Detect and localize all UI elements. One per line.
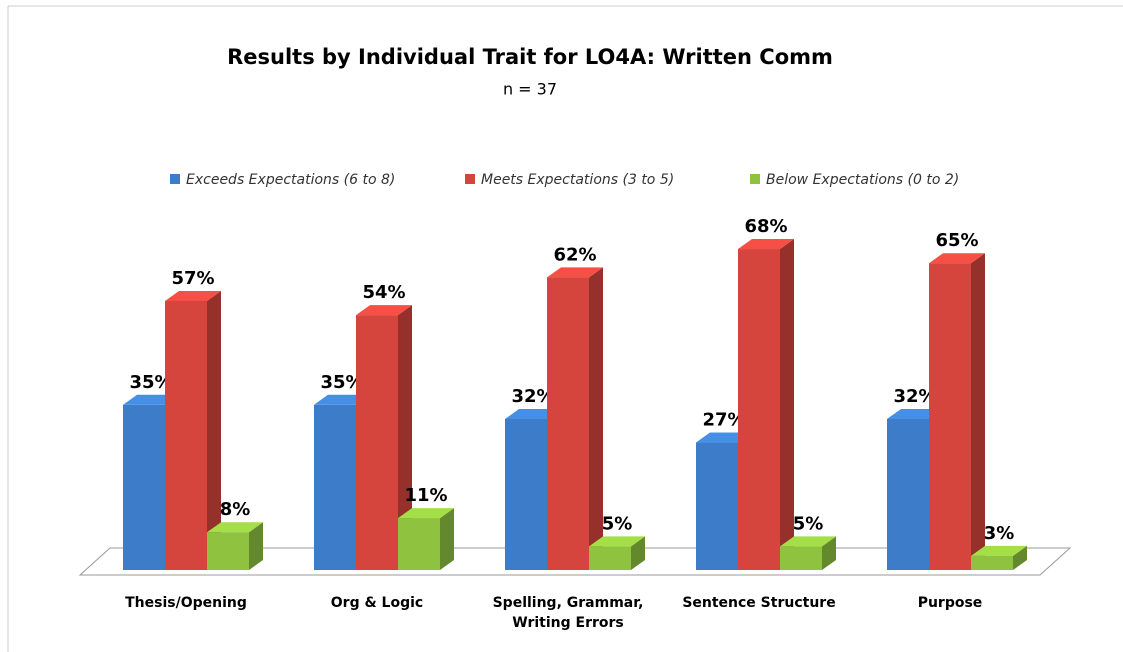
data-label: 27% — [702, 410, 745, 431]
data-label: 57% — [171, 268, 214, 289]
bar-top — [738, 239, 794, 250]
legend-swatch — [750, 174, 760, 184]
bar-side — [780, 239, 794, 571]
data-label: 32% — [511, 386, 554, 407]
data-label: 68% — [744, 216, 787, 237]
x-tick-label: Org & Logic — [330, 595, 424, 611]
bar-side — [589, 267, 603, 570]
bar — [887, 418, 929, 570]
bar-top — [547, 267, 603, 278]
bar — [398, 518, 440, 570]
bar-top — [165, 290, 221, 301]
legend-label: Meets Expectations (3 to 5) — [481, 172, 674, 188]
bar-side — [631, 536, 645, 570]
bar — [314, 404, 356, 570]
chart-subtitle: n = 37 — [503, 80, 557, 99]
bar — [123, 404, 165, 570]
bar — [356, 315, 398, 570]
bar — [738, 249, 780, 571]
bar — [505, 418, 547, 570]
bar — [589, 546, 631, 570]
data-label: 54% — [362, 282, 405, 303]
legend-swatch — [465, 174, 475, 184]
data-label: 5% — [602, 513, 633, 534]
bar-top — [971, 545, 1027, 556]
data-label: 5% — [793, 513, 824, 534]
data-label: 3% — [984, 523, 1015, 544]
bar — [547, 277, 589, 570]
bar — [165, 300, 207, 570]
bar — [780, 546, 822, 570]
bar-side — [971, 253, 985, 570]
x-tick-label: Thesis/Opening — [125, 595, 247, 611]
x-tick-label: Sentence Structure — [682, 595, 836, 611]
bar — [971, 555, 1013, 570]
bar — [207, 532, 249, 570]
bar — [929, 263, 971, 570]
bar-top — [356, 305, 412, 316]
bar-side — [207, 290, 221, 570]
data-label: 8% — [220, 499, 251, 520]
x-tick-label: Spelling, Grammar, Writing Errors — [492, 595, 644, 631]
data-label: 35% — [129, 372, 172, 393]
chart-title: Results by Individual Trait for LO4A: Wr… — [227, 45, 833, 69]
legend-label: Below Expectations (0 to 2) — [766, 172, 959, 188]
data-label: 62% — [553, 244, 596, 265]
bar-side — [249, 522, 263, 570]
bar-side — [398, 305, 412, 570]
data-label: 32% — [893, 386, 936, 407]
bar-top — [589, 536, 645, 547]
x-tick-label: Purpose — [917, 595, 983, 611]
bar-top — [929, 253, 985, 264]
bar-side — [1013, 545, 1027, 570]
bar-top — [780, 536, 836, 547]
data-label: 65% — [935, 230, 978, 251]
legend-label: Exceeds Expectations (6 to 8) — [186, 172, 395, 188]
data-label: 11% — [404, 485, 447, 506]
legend-swatch — [170, 174, 180, 184]
bar-side — [822, 536, 836, 570]
bar — [696, 442, 738, 570]
data-label: 35% — [320, 372, 363, 393]
bar-top — [207, 522, 263, 533]
bar-top — [398, 508, 454, 519]
bar-side — [440, 508, 454, 570]
